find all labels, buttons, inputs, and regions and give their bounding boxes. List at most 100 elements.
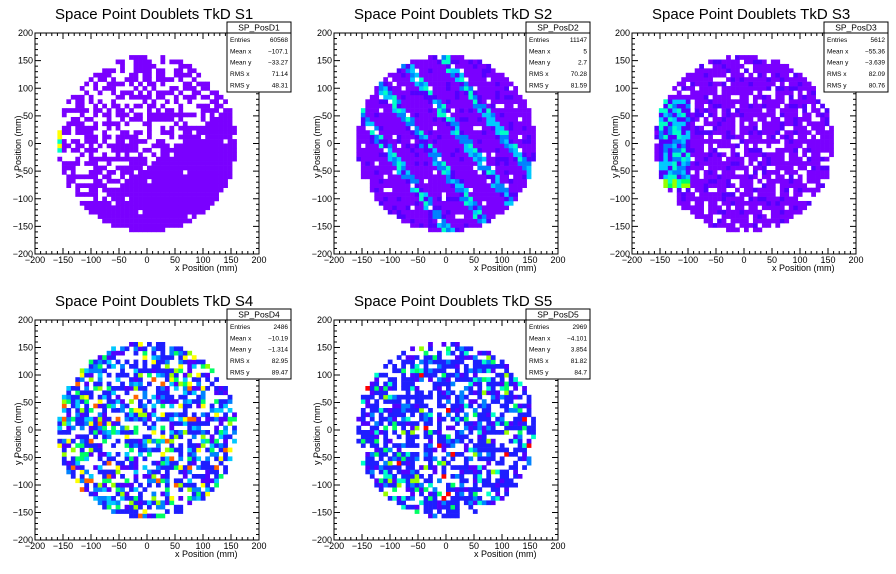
heatmap-bin <box>97 416 103 422</box>
stats-box-frame <box>525 21 591 93</box>
stats-label: Mean y <box>827 60 849 67</box>
heatmap-bin <box>75 443 81 448</box>
heatmap-bin <box>721 86 727 91</box>
heatmap-bin <box>378 125 384 131</box>
heatmap-bin <box>806 200 812 206</box>
heatmap-bin <box>120 174 125 180</box>
heatmap-bin <box>459 147 465 153</box>
heatmap-bin <box>182 469 188 475</box>
heatmap-bin <box>106 434 112 440</box>
heatmap-bin <box>726 103 731 109</box>
heatmap-bin <box>374 116 380 122</box>
heatmap-bin <box>699 108 704 113</box>
heatmap-bin <box>423 223 429 228</box>
heatmap-bin <box>93 183 99 188</box>
heatmap-bin <box>815 112 821 118</box>
heatmap-bin <box>164 156 170 162</box>
heatmap-bin <box>490 192 496 197</box>
heatmap-bin <box>735 218 740 224</box>
heatmap-bin <box>79 99 85 105</box>
heatmap-bin <box>155 359 161 365</box>
heatmap-bin <box>200 386 206 391</box>
heatmap-bin <box>205 130 211 135</box>
heatmap-bin <box>147 399 152 404</box>
heatmap-bin <box>178 108 184 113</box>
heatmap-bin <box>191 170 197 175</box>
heatmap-bin <box>681 152 687 158</box>
heatmap-bin <box>196 147 202 153</box>
heatmap-bin <box>526 121 532 127</box>
heatmap-bin <box>495 121 501 127</box>
heatmap-bin <box>459 72 465 78</box>
heatmap-bin <box>66 412 72 418</box>
heatmap-bin <box>797 125 803 131</box>
heatmap-bin <box>196 196 202 202</box>
heatmap-bin <box>703 170 709 175</box>
heatmap-bin <box>793 86 799 91</box>
heatmap-bin <box>766 192 772 197</box>
heatmap-bin <box>690 116 696 122</box>
heatmap-bin <box>124 152 130 158</box>
heatmap-bin <box>459 192 465 197</box>
heatmap-bin <box>802 205 808 211</box>
heatmap-bin <box>459 130 465 135</box>
heatmap-bin <box>396 187 402 193</box>
heatmap-bin <box>227 447 233 453</box>
heatmap-bin <box>120 491 125 497</box>
heatmap-bin <box>793 116 799 122</box>
heatmap-bin <box>663 116 669 122</box>
heatmap-bin <box>450 214 456 219</box>
heatmap-bin <box>133 500 139 506</box>
heatmap-bin <box>685 178 691 184</box>
heatmap-bin <box>721 63 727 69</box>
heatmap-bin <box>824 116 830 122</box>
heatmap-bin <box>726 209 731 215</box>
heatmap-bin <box>481 94 487 100</box>
heatmap-bin <box>392 152 398 158</box>
heatmap-bin <box>115 408 121 413</box>
heatmap-bin <box>522 170 527 175</box>
heatmap-bin <box>160 438 166 444</box>
heatmap-bin <box>770 209 776 215</box>
heatmap-bin <box>410 504 415 510</box>
heatmap-bin <box>200 112 206 118</box>
heatmap-bin <box>405 125 411 131</box>
heatmap-bin <box>477 108 483 113</box>
heatmap-bin <box>369 443 375 448</box>
heatmap-bin <box>111 187 116 193</box>
heatmap-bin <box>187 478 193 484</box>
heatmap-bin <box>196 399 202 404</box>
heatmap-bin <box>703 68 709 74</box>
heatmap-bin <box>191 430 197 435</box>
heatmap-bin <box>396 447 402 453</box>
heatmap-bin <box>196 170 202 175</box>
heatmap-bin <box>694 187 700 193</box>
heatmap-bin <box>191 147 197 153</box>
heatmap-bin <box>437 108 442 113</box>
heatmap-bin <box>84 183 90 188</box>
heatmap-bin <box>477 205 483 211</box>
heatmap-bin <box>744 209 749 215</box>
heatmap-bin <box>663 170 669 175</box>
heatmap-bin <box>191 125 197 131</box>
heatmap-bin <box>513 112 518 118</box>
heatmap-bin <box>481 192 487 197</box>
heatmap-bin <box>405 386 411 391</box>
heatmap-bin <box>155 192 161 197</box>
heatmap-bin <box>378 165 384 171</box>
heatmap-bin <box>428 152 433 158</box>
heatmap-bin <box>717 165 722 171</box>
heatmap-bin <box>766 134 772 140</box>
heatmap-bin <box>495 99 501 105</box>
heatmap-bin <box>93 156 99 162</box>
heatmap-bin <box>757 63 763 69</box>
heatmap-bin <box>133 496 139 501</box>
heatmap-bin <box>681 143 687 149</box>
heatmap-bin <box>806 90 812 96</box>
heatmap-bin <box>97 200 103 206</box>
heatmap-bin <box>717 103 722 109</box>
heatmap-bin <box>775 94 781 100</box>
heatmap-bin <box>155 178 161 184</box>
heatmap-bin <box>797 77 803 82</box>
heatmap-bin <box>160 412 166 418</box>
